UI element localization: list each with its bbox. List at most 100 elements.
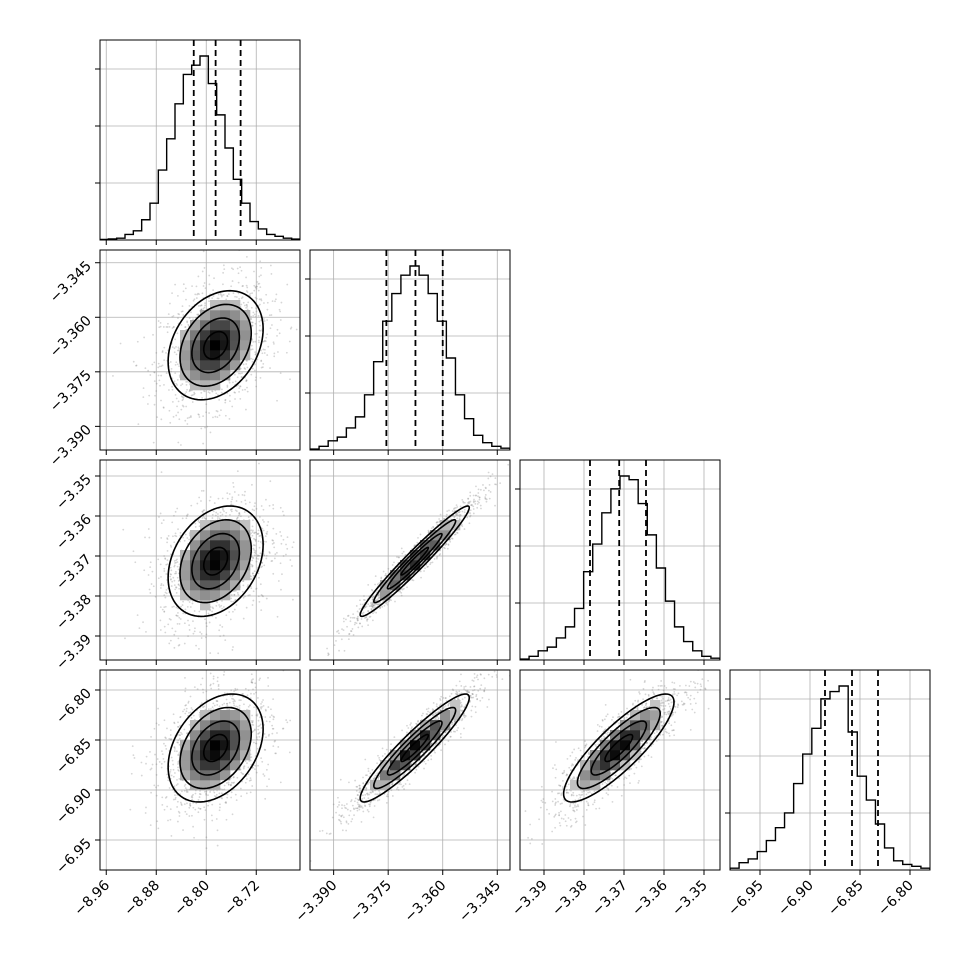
density-cell [210, 340, 221, 351]
density-cell [220, 720, 231, 731]
panel-frame [99, 459, 301, 661]
density-cell [450, 520, 461, 531]
x-tick-label: −3.360 [402, 878, 450, 926]
density-cell [220, 350, 231, 361]
density-cell [180, 550, 191, 561]
density-cell [230, 760, 241, 771]
contour-2 [179, 518, 253, 604]
density-cell [190, 370, 201, 381]
density-cell [190, 540, 201, 551]
panel-1-0 [95, 249, 301, 455]
density-cell [200, 730, 211, 741]
y-tick-label: −3.38 [53, 592, 95, 634]
density-cell [220, 730, 231, 741]
density-cell [210, 350, 221, 361]
x-tick-label: −6.85 [825, 878, 867, 920]
density-cell [600, 750, 611, 761]
panel-3-0 [95, 669, 301, 875]
density-cell [190, 590, 201, 601]
contour-1 [191, 317, 241, 374]
density-cell [230, 560, 241, 571]
density-cell [210, 540, 221, 551]
density-cell [180, 360, 191, 371]
density-cell [200, 560, 211, 571]
density-cell [190, 580, 201, 591]
density-cell [200, 580, 211, 591]
density-cell [200, 590, 211, 601]
density-cell [190, 780, 201, 791]
contour-1 [386, 720, 443, 776]
density-cell [630, 730, 641, 741]
density-cell [220, 370, 231, 381]
density-cell [230, 330, 241, 341]
panel-frame [519, 669, 721, 871]
density-cell [210, 370, 221, 381]
density-cell [230, 310, 241, 321]
density-cell [240, 330, 251, 341]
panel-0-0 [95, 39, 301, 245]
density-cell [200, 760, 211, 771]
contour-3 [359, 693, 471, 803]
density-cell [200, 550, 211, 561]
density-cell [210, 720, 221, 731]
density-cell [440, 710, 451, 721]
density-cell [190, 560, 201, 571]
density-cell [370, 780, 381, 791]
density-cell [210, 300, 221, 311]
density-cell [190, 730, 201, 741]
density-cell [620, 720, 631, 731]
x-tick-label: −3.375 [347, 878, 395, 926]
density-cell [180, 350, 191, 361]
x-tick-label: −3.35 [669, 878, 711, 920]
density-cell [190, 760, 201, 771]
density-cell [180, 770, 191, 781]
density-cell [220, 320, 231, 331]
density-cell [200, 720, 211, 731]
density-cell [630, 720, 641, 731]
histogram-step [310, 265, 510, 450]
contour-0 [400, 733, 430, 763]
density-cell [180, 560, 191, 571]
density-cell [430, 530, 441, 541]
contour-0 [400, 546, 430, 576]
density-cell [230, 520, 241, 531]
density-cell [200, 600, 211, 611]
density-cell [640, 730, 651, 741]
density-cell [190, 340, 201, 351]
density-cell [200, 520, 211, 531]
density-cell [240, 320, 251, 331]
x-tick-label: −3.37 [589, 878, 631, 920]
density-cell [650, 700, 661, 711]
density-cell [240, 750, 251, 761]
panel-3-2 [519, 669, 721, 875]
density-cell [570, 780, 581, 791]
panel-3-3 [725, 669, 931, 875]
panel-bg [100, 40, 300, 240]
density-cell [380, 770, 391, 781]
contour-3 [167, 693, 264, 803]
density-cell [180, 760, 191, 771]
y-tick-label: −3.39 [53, 632, 95, 674]
density-cell [220, 570, 231, 581]
density-cell [190, 350, 201, 361]
density-cell [190, 320, 201, 331]
density-cell [620, 740, 631, 751]
density-cell [450, 700, 461, 711]
density-cell [230, 740, 241, 751]
density-cell [200, 780, 211, 791]
density-cell [390, 770, 401, 781]
density-cell [180, 590, 191, 601]
density-cell [210, 520, 221, 531]
density-cell [240, 520, 251, 531]
density-cell [230, 320, 241, 331]
density-cell [650, 710, 661, 721]
density-cell [210, 580, 221, 591]
density-cell [220, 310, 231, 321]
y-tick-label: −3.36 [53, 511, 95, 553]
x-tick-label: −6.90 [775, 878, 817, 920]
density-cell [210, 750, 221, 761]
y-tick-label: −3.360 [47, 313, 95, 361]
density-cell [230, 360, 241, 371]
density-cell [210, 550, 221, 561]
density-cell [240, 530, 251, 541]
